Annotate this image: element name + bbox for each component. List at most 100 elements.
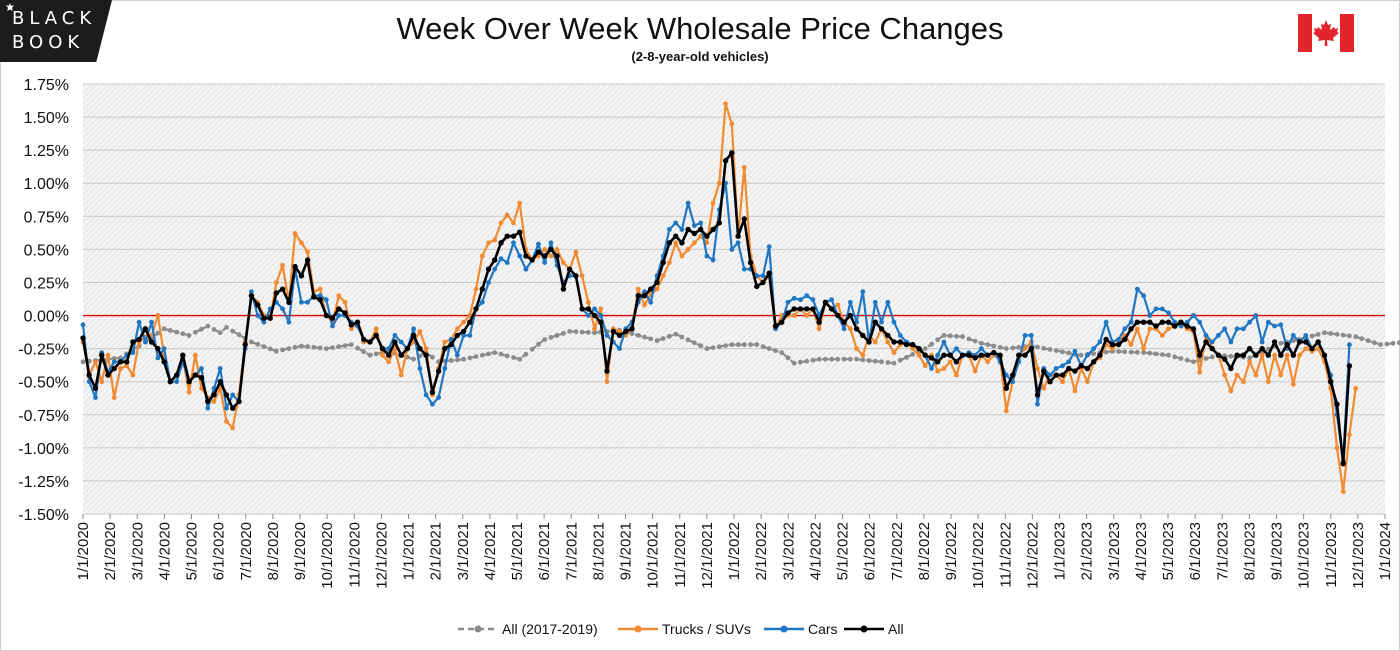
data-point [959, 352, 966, 358]
data-point [230, 405, 236, 411]
data-point [1340, 332, 1346, 338]
data-point [648, 299, 654, 305]
data-point [1115, 341, 1122, 348]
data-point [492, 350, 498, 355]
data-point [692, 240, 697, 246]
data-point [810, 357, 816, 363]
data-point [504, 212, 510, 218]
data-point [111, 365, 117, 372]
data-point [885, 339, 891, 345]
data-point [642, 334, 647, 340]
data-point [835, 302, 841, 308]
x-tick-label: 7/1/2021 [563, 522, 580, 580]
data-point [1078, 363, 1084, 369]
data-point [523, 266, 529, 272]
x-tick-label: 12/1/2020 [373, 522, 390, 589]
data-point [1035, 366, 1040, 371]
data-point [1166, 352, 1171, 358]
data-point [723, 101, 728, 107]
data-point [685, 247, 691, 252]
data-point [398, 352, 404, 358]
data-point [435, 368, 442, 374]
x-tick-label: 6/1/2022 [862, 522, 879, 580]
data-point [180, 352, 186, 358]
data-point [336, 313, 342, 318]
data-point [1122, 326, 1128, 332]
data-point [897, 339, 903, 345]
data-point [192, 352, 198, 358]
data-point [1166, 326, 1171, 332]
data-point [448, 358, 454, 363]
data-point [186, 389, 192, 395]
data-point [941, 366, 947, 371]
data-point [517, 200, 523, 206]
data-point [211, 399, 217, 404]
data-point [729, 247, 735, 252]
data-point [511, 355, 516, 360]
data-point [1053, 372, 1059, 378]
data-point [1041, 385, 1047, 391]
data-point [1122, 336, 1128, 343]
x-tick-label: 2/1/2020 [102, 522, 119, 580]
x-tick-label: 8/1/2020 [265, 522, 282, 580]
data-point [841, 326, 847, 332]
data-point [336, 293, 342, 299]
data-point [93, 359, 98, 365]
data-point [760, 279, 766, 286]
data-point [916, 352, 922, 358]
data-point [779, 350, 785, 355]
data-point [1234, 352, 1240, 358]
data-point [1047, 379, 1053, 385]
x-tick-label: 5/1/2022 [835, 522, 852, 580]
data-point [1303, 333, 1309, 338]
data-point [829, 356, 834, 362]
data-point [816, 326, 822, 332]
data-point [1390, 340, 1396, 346]
data-point [741, 266, 747, 272]
data-point [454, 326, 460, 332]
data-point [279, 286, 286, 292]
data-point [585, 330, 591, 335]
data-point [1322, 330, 1327, 336]
data-point [735, 240, 741, 246]
data-point [498, 220, 504, 226]
data-point [766, 346, 772, 351]
black-book-logo: BLACK BOOK [0, 0, 112, 62]
data-point [1141, 350, 1146, 355]
data-point [1216, 333, 1221, 338]
data-point [1265, 379, 1271, 385]
x-tick-label: 2/1/2023 [1079, 522, 1096, 580]
data-point [1247, 359, 1252, 365]
data-point [1191, 313, 1196, 318]
data-point [404, 345, 411, 352]
data-point [1303, 346, 1309, 351]
data-point [410, 332, 417, 339]
data-point [1078, 352, 1084, 358]
data-point [1091, 359, 1097, 365]
data-point [972, 368, 978, 374]
data-point [929, 341, 934, 347]
data-point [498, 351, 504, 357]
data-point [386, 359, 392, 365]
data-point [891, 339, 897, 345]
data-point [80, 322, 86, 328]
logo-line-1: BLACK [12, 8, 97, 29]
x-tick-label: 11/1/2022 [997, 522, 1014, 588]
data-point [1184, 319, 1190, 325]
data-point [941, 352, 947, 358]
data-point [130, 350, 136, 355]
data-point [1222, 356, 1228, 362]
data-point [1034, 392, 1041, 398]
data-point [1222, 326, 1228, 332]
data-point [1246, 345, 1253, 352]
data-point [523, 351, 529, 357]
data-point [891, 350, 897, 355]
data-point [579, 329, 585, 335]
data-point [872, 358, 878, 364]
data-point [1009, 372, 1016, 378]
data-point [510, 233, 517, 239]
data-point [748, 342, 753, 347]
data-point [167, 328, 173, 333]
data-point [323, 297, 329, 303]
data-point [954, 333, 959, 339]
